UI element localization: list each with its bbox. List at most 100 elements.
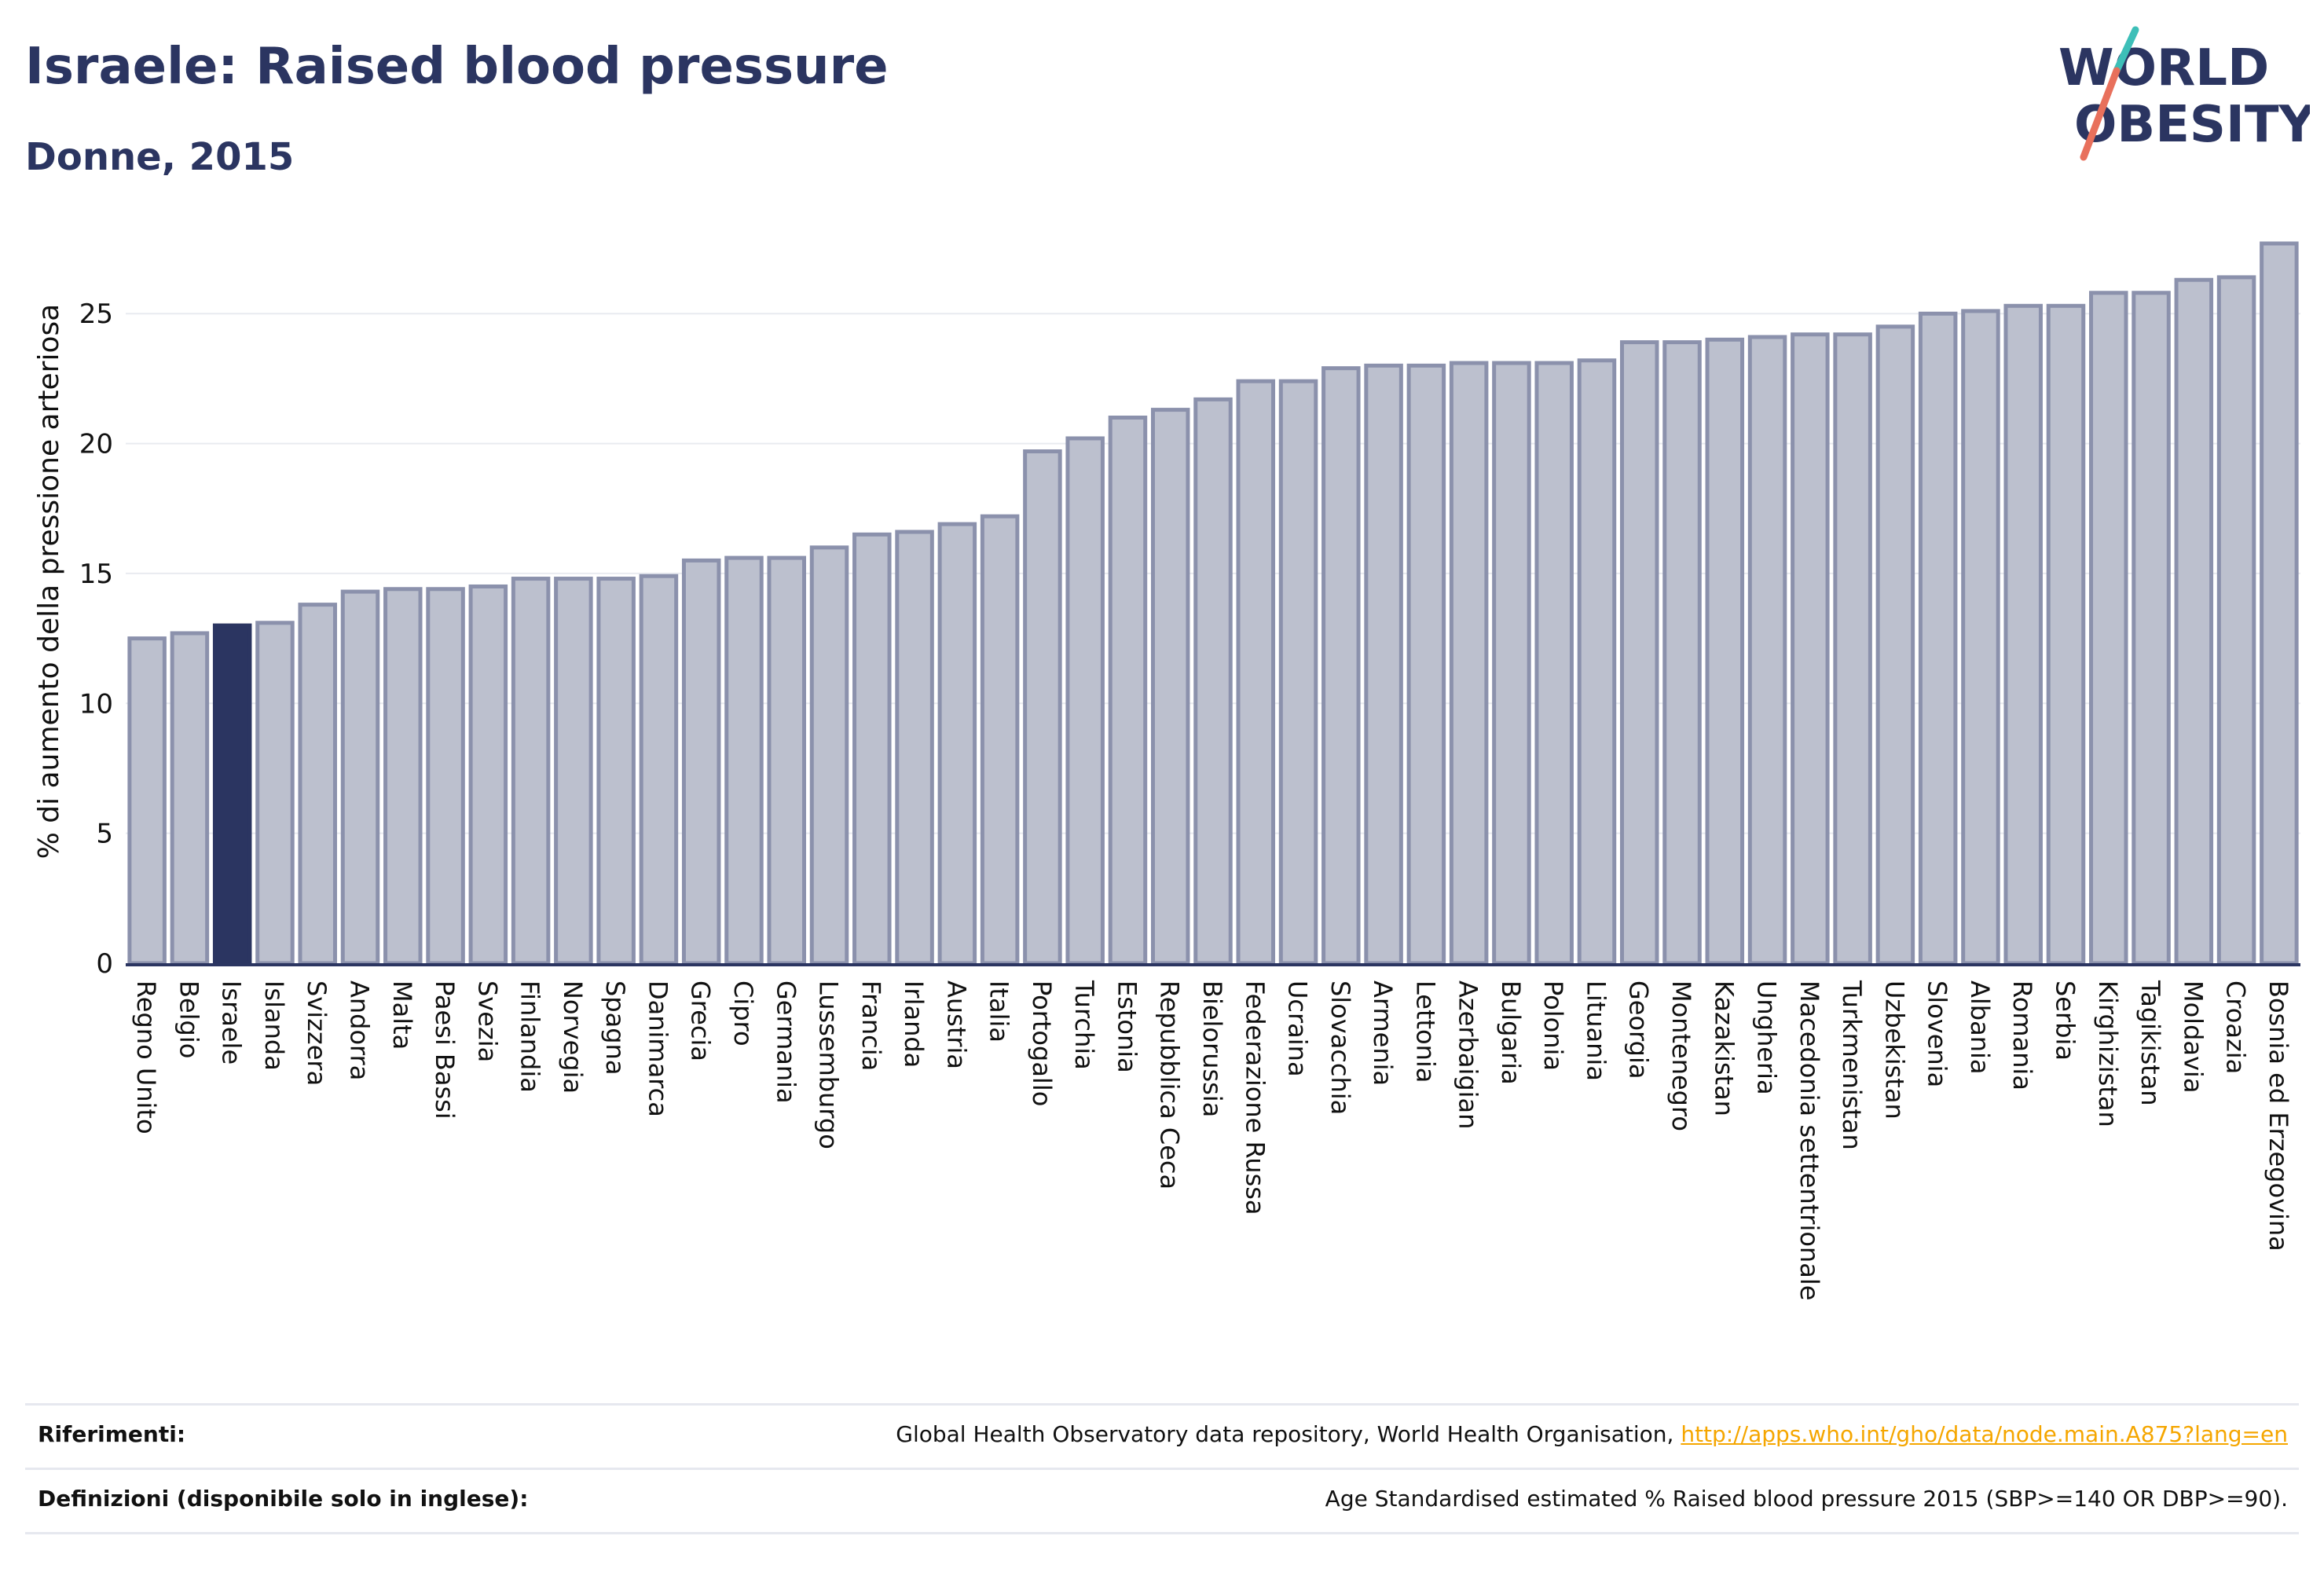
bar <box>127 636 167 966</box>
references-link[interactable]: http://apps.who.int/gho/data/node.main.A… <box>1681 1421 2288 1447</box>
bar <box>1065 436 1105 966</box>
bar <box>724 555 764 966</box>
bar <box>1236 379 1276 966</box>
x-tick-label: Croazia <box>2221 980 2251 1074</box>
chart-title: Israele: Raised blood pressure <box>25 38 889 96</box>
x-tick-label: Ungheria <box>1752 980 1782 1095</box>
bar <box>1791 332 1830 966</box>
bar <box>895 530 934 966</box>
x-tick-label: Polonia <box>1538 980 1568 1071</box>
bar <box>596 577 636 966</box>
logo-line-world: WORLD <box>2058 39 2269 97</box>
x-axis-labels: Regno Unito Belgio Israele Islanda Svizzera A… <box>131 980 2293 1300</box>
x-tick-label: Georgia <box>1624 980 1654 1079</box>
footer-definitions-row: Definizioni (disponibile solo in inglese… <box>25 1468 2299 1533</box>
bar <box>426 587 465 966</box>
x-tick-label: Malta <box>387 980 417 1050</box>
x-tick-label: Bosnia ed Erzegovina <box>2264 980 2293 1252</box>
bar <box>1321 366 1361 966</box>
x-tick-label: Serbia <box>2050 980 2080 1061</box>
bar <box>1619 340 1659 966</box>
bar <box>937 522 977 966</box>
bar <box>1833 332 1872 966</box>
bar <box>511 577 551 966</box>
definitions-label: Definizioni (disponibile solo in inglese… <box>38 1486 529 1512</box>
x-tick-label: Regno Unito <box>131 980 161 1134</box>
bar <box>1406 363 1446 966</box>
x-tick-label: Turkmenistan <box>1837 980 1867 1150</box>
bar <box>212 623 252 966</box>
world-obesity-logo: WORLD OBESITY <box>2058 26 2310 161</box>
x-tick-label: Slovacchia <box>1325 980 1355 1115</box>
x-tick-label: Grecia <box>686 980 716 1061</box>
x-tick-label: Turchia <box>1069 980 1099 1070</box>
x-tick-label: Moldavia <box>2178 980 2208 1093</box>
bar <box>2046 303 2086 966</box>
x-tick-label: Lettonia <box>1410 980 1440 1083</box>
y-tick-label: 20 <box>79 429 113 460</box>
x-tick-label: Romania <box>2007 980 2037 1090</box>
x-tick-label: Tagikistan <box>2135 980 2165 1106</box>
bar <box>681 558 721 966</box>
bar <box>1961 309 2000 966</box>
bar <box>1577 358 1617 966</box>
bar <box>639 574 679 966</box>
x-tick-label: Portogallo <box>1027 980 1057 1106</box>
x-tick-label: Bulgaria <box>1496 980 1526 1085</box>
x-tick-label: Paesi Bassi <box>430 980 460 1120</box>
bar <box>1364 363 1403 966</box>
bar <box>1662 340 1702 966</box>
y-tick-label: 0 <box>96 948 113 980</box>
bar <box>1918 311 1958 966</box>
bar <box>2174 277 2214 966</box>
y-tick-label: 25 <box>79 299 113 330</box>
y-tick-label: 10 <box>79 688 113 720</box>
y-tick-label: 15 <box>79 559 113 590</box>
x-tick-label: Norvegia <box>558 980 588 1094</box>
x-tick-label: Italia <box>984 980 1014 1043</box>
x-tick-label: Finlandia <box>515 980 545 1093</box>
x-tick-label: Repubblica Ceca <box>1155 980 1185 1189</box>
bar <box>1278 379 1318 966</box>
bar <box>255 621 295 966</box>
references-label: Riferimenti: <box>38 1421 186 1447</box>
logo-slash-coral <box>2080 67 2121 161</box>
bar <box>383 587 423 966</box>
x-tick-label: Azerbaigian <box>1453 980 1483 1129</box>
bar <box>468 584 508 966</box>
bar <box>1193 397 1233 966</box>
x-tick-label: Germania <box>771 980 801 1104</box>
x-tick-label: Danimarca <box>643 980 673 1117</box>
x-tick-label: Austria <box>941 980 971 1069</box>
logo-line-obesity: OBESITY <box>2074 96 2310 154</box>
footer-divider <box>25 1532 2299 1534</box>
bar <box>980 514 1020 966</box>
bar <box>1023 449 1062 966</box>
bars <box>127 241 2299 966</box>
bar <box>1449 361 1489 966</box>
x-tick-label: Kazakistan <box>1709 980 1739 1116</box>
x-tick-label: Andorra <box>345 980 375 1080</box>
x-tick-label: Federazione Russa <box>1240 980 1270 1215</box>
bar <box>298 603 337 966</box>
bar <box>852 532 892 966</box>
bar <box>554 577 593 966</box>
bar <box>1747 335 1787 966</box>
x-tick-label: Uzbekistan <box>1879 980 1909 1120</box>
bar <box>340 589 380 966</box>
bar <box>2003 303 2043 966</box>
bar <box>1875 324 1915 966</box>
x-tick-label: Macedonia settentrionale <box>1794 980 1824 1300</box>
bar <box>809 545 849 966</box>
bar <box>170 631 210 966</box>
x-tick-label: Armenia <box>1368 980 1398 1086</box>
bar <box>2089 291 2128 966</box>
bar <box>2132 291 2171 966</box>
references-value: Global Health Observatory data repositor… <box>896 1421 2288 1447</box>
x-tick-label: Francia <box>856 980 886 1071</box>
x-tick-label: Svizzera <box>302 980 332 1086</box>
x-tick-label: Belgio <box>174 980 203 1058</box>
x-tick-label: Albania <box>1965 980 1995 1074</box>
x-tick-label: Bielorussia <box>1197 980 1227 1117</box>
bar-chart: 0 5 10 15 20 25 Regno Unito Belgio Israele Islan… <box>33 241 2300 1300</box>
